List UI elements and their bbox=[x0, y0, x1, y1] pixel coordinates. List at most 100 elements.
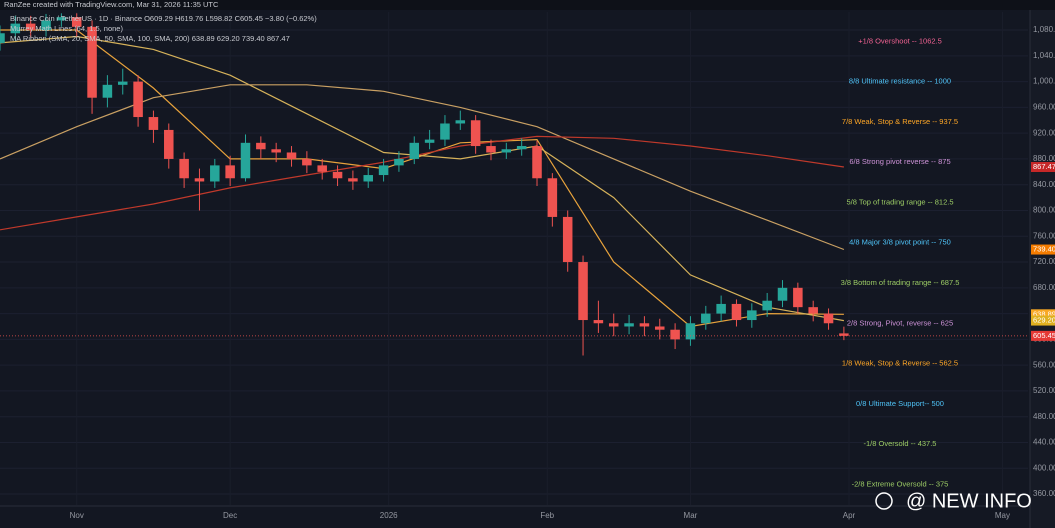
y-tick-label: 960.00 bbox=[1033, 102, 1055, 111]
moving-average-line bbox=[0, 135, 844, 231]
candle-body bbox=[608, 323, 619, 327]
x-tick-label: Apr bbox=[843, 511, 856, 520]
candle-body bbox=[624, 323, 634, 327]
price-badge-label: 638.89 bbox=[1033, 309, 1055, 318]
x-tick-label: May bbox=[995, 511, 1010, 520]
candle-body bbox=[562, 216, 573, 263]
candle-body bbox=[701, 313, 711, 324]
attribution: RanZee created with TradingView.com, Mar… bbox=[4, 0, 219, 9]
candle-body bbox=[424, 139, 435, 143]
candle-body bbox=[639, 323, 650, 327]
x-tick-label: Feb bbox=[540, 511, 554, 520]
murrey-level-label: 8/8 Ultimate resistance -- 1000 bbox=[849, 77, 951, 86]
candle-body bbox=[747, 310, 757, 321]
candle-body bbox=[593, 320, 604, 324]
y-tick-label: 480.00 bbox=[1033, 412, 1055, 421]
candle-body bbox=[655, 326, 665, 330]
candle-body bbox=[302, 158, 312, 166]
moving-average-line bbox=[0, 35, 845, 322]
price-badge-label: 867.47 bbox=[1033, 162, 1055, 171]
candle-body bbox=[516, 146, 527, 150]
murrey-level-label: -2/8 Extreme Oversold -- 375 bbox=[852, 479, 949, 488]
candle-body bbox=[470, 120, 481, 147]
indicator-ma-ribbon: MA Ribbon (SMA, 20, SMA, 50, SMA, 100, S… bbox=[10, 34, 290, 43]
candle-body bbox=[41, 20, 51, 31]
candle-body bbox=[455, 120, 466, 124]
y-tick-label: 800.00 bbox=[1033, 206, 1055, 215]
candle-body bbox=[225, 165, 235, 179]
candle-body bbox=[378, 165, 389, 176]
y-tick-label: 400.00 bbox=[1033, 463, 1055, 472]
candle-body bbox=[777, 287, 788, 301]
price-badge bbox=[1031, 244, 1055, 255]
murrey-level-label: -1/8 Oversold -- 437.5 bbox=[864, 439, 937, 448]
price-badge bbox=[1031, 309, 1055, 320]
murrey-level-label: 5/8 Top of trading range -- 812.5 bbox=[846, 197, 953, 206]
y-tick-label: 440.00 bbox=[1033, 438, 1055, 447]
candle-body bbox=[102, 84, 113, 98]
candle-body bbox=[148, 117, 159, 130]
y-tick-label: 840.00 bbox=[1033, 180, 1055, 189]
candle-body bbox=[25, 23, 36, 31]
candle-body bbox=[762, 300, 772, 311]
price-axis-panel bbox=[1030, 0, 1055, 528]
candle-body bbox=[716, 303, 726, 314]
candle-body bbox=[164, 129, 174, 159]
y-tick-label: 1,000.00 bbox=[1033, 77, 1055, 86]
candle-body bbox=[409, 142, 420, 159]
x-tick-label: Dec bbox=[223, 511, 237, 520]
candle-body bbox=[0, 33, 5, 43]
y-tick-label: 880.00 bbox=[1033, 154, 1055, 163]
candle-body bbox=[808, 307, 818, 314]
price-badge bbox=[1031, 315, 1055, 326]
murrey-level-label: 4/8 Major 3/8 pivot point -- 750 bbox=[849, 238, 951, 247]
candle-body bbox=[10, 23, 21, 34]
candle-body bbox=[486, 146, 496, 153]
y-tick-label: 1,040.00 bbox=[1033, 51, 1055, 60]
candle-body bbox=[133, 81, 143, 118]
watermark-icon bbox=[875, 492, 893, 510]
plot-area: +1/8 Overshoot -- 1062.5 8/8 Ultimate res… bbox=[0, 12, 1028, 505]
candle-body bbox=[685, 323, 696, 340]
candle-body bbox=[823, 313, 834, 324]
candle-body bbox=[256, 142, 266, 150]
candle-body bbox=[670, 329, 680, 340]
y-tick-label: 720.00 bbox=[1033, 257, 1055, 266]
candle-body bbox=[839, 333, 849, 336]
candle-body bbox=[440, 123, 450, 140]
price-badge bbox=[1031, 162, 1055, 173]
candle-body bbox=[532, 146, 542, 179]
indicator-murrey: Murrey Math Lines (64, 1.5, none) bbox=[10, 24, 123, 33]
y-tick-label: 680.00 bbox=[1033, 283, 1055, 292]
x-tick-label: Nov bbox=[70, 511, 84, 520]
murrey-level-label: +1/8 Overshoot -- 1062.5 bbox=[858, 36, 942, 45]
candle-body bbox=[271, 149, 281, 153]
y-tick-label: 360.00 bbox=[1033, 489, 1055, 498]
candle-body bbox=[731, 303, 742, 321]
symbol-line: Binance Coin / TetherUS · 1D · Binance O… bbox=[10, 14, 317, 23]
candle-body bbox=[547, 178, 558, 217]
candle-body bbox=[179, 158, 189, 179]
candle-body bbox=[578, 262, 588, 321]
murrey-level-label: 6/8 Strong pivot reverse -- 875 bbox=[849, 157, 950, 166]
price-badge bbox=[1031, 330, 1055, 341]
watermark: @ NEW INFO bbox=[906, 490, 1032, 512]
murrey-level-label: 7/8 Weak, Stop & Reverse -- 937.5 bbox=[842, 117, 958, 126]
candle-body bbox=[71, 17, 82, 27]
candle-body bbox=[793, 287, 803, 308]
x-tick-label: Mar bbox=[684, 511, 698, 520]
candle-body bbox=[394, 158, 404, 166]
candle-body bbox=[348, 178, 358, 182]
price-badge-label: 629.20 bbox=[1033, 316, 1055, 325]
candle-body bbox=[240, 142, 251, 179]
candle-body bbox=[501, 149, 512, 153]
price-badge-label: 605.45 bbox=[1033, 331, 1055, 340]
y-tick-label: 760.00 bbox=[1033, 231, 1055, 240]
attribution-bar bbox=[0, 0, 1055, 10]
candle-body bbox=[317, 165, 327, 172]
y-tick-label: 1,080.00 bbox=[1033, 25, 1055, 34]
murrey-level-label: 2/8 Strong, Pivot, reverse -- 625 bbox=[847, 318, 953, 327]
y-tick-label: 520.00 bbox=[1033, 386, 1055, 395]
